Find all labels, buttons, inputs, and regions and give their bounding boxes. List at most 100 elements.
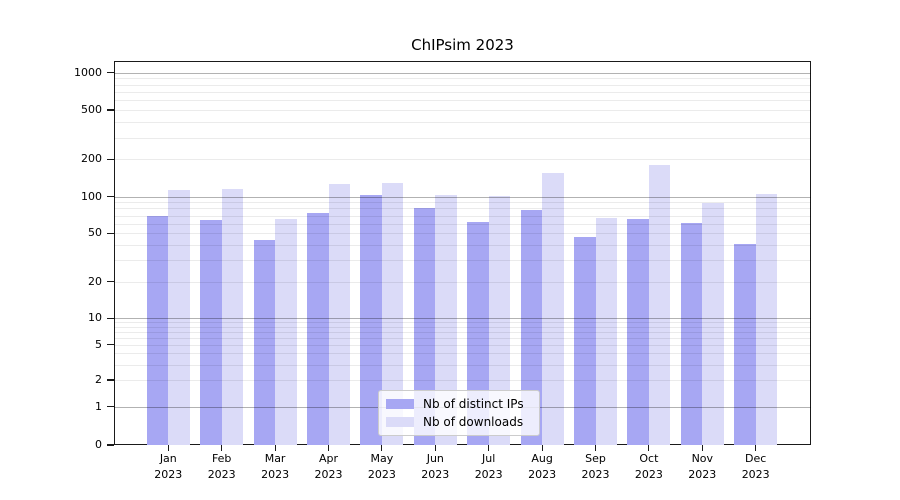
x-tick-label: Dec 2023 [741, 452, 770, 481]
x-tick [541, 445, 543, 451]
x-tick-label: Apr 2023 [314, 452, 343, 481]
bar-distinct-ips [200, 220, 222, 445]
y-gridline-minor [114, 331, 811, 333]
x-tick-label: Aug 2023 [528, 452, 557, 481]
y-tick [107, 281, 114, 283]
y-gridline-minor [114, 91, 811, 93]
y-gridline-minor [114, 208, 811, 210]
x-tick-label: Oct 2023 [634, 452, 663, 481]
x-tick-label: Mar 2023 [261, 452, 290, 481]
y-tick-label: 10 [88, 311, 102, 325]
y-tick-label: 100 [81, 189, 102, 203]
y-tick [107, 72, 114, 74]
y-tick [107, 379, 114, 381]
legend: Nb of distinct IPs Nb of downloads [378, 390, 540, 436]
y-gridline-minor [114, 380, 811, 382]
x-tick [755, 445, 757, 451]
x-tick-label: Jun 2023 [421, 452, 450, 481]
bar-distinct-ips [627, 218, 649, 445]
y-tick [107, 109, 114, 111]
bar-distinct-ips [680, 222, 703, 445]
y-gridline-minor [114, 122, 811, 124]
y-gridline-minor [114, 84, 811, 86]
y-gridline-minor [114, 337, 811, 339]
y-tick [107, 232, 114, 234]
x-tick-label: May 2023 [367, 452, 396, 481]
x-tick [648, 445, 650, 451]
y-gridline-major [114, 72, 811, 74]
y-tick-label: 1000 [74, 65, 102, 79]
x-tick-label: Sep 2023 [581, 452, 610, 481]
y-gridline-minor [114, 245, 811, 247]
y-gridline-minor [114, 364, 811, 366]
y-gridline-minor [114, 353, 811, 355]
y-gridline-minor [114, 281, 811, 283]
x-tick [274, 445, 276, 451]
y-gridline-major [114, 318, 811, 320]
x-tick [327, 445, 330, 451]
bar-distinct-ips [360, 194, 382, 445]
y-tick [107, 158, 114, 160]
bar-distinct-ips [307, 213, 329, 445]
y-tick [107, 317, 114, 319]
bar-downloads [168, 190, 190, 445]
legend-swatch-downloads [386, 417, 414, 427]
bar-downloads [221, 189, 244, 445]
y-gridline-minor [114, 137, 811, 139]
y-gridline-minor [114, 100, 811, 102]
x-tick [488, 445, 490, 451]
y-tick [107, 406, 114, 408]
chart-title: ChIPsim 2023 [411, 36, 514, 54]
x-tick-label: Jul 2023 [474, 452, 503, 481]
bar-downloads [381, 183, 404, 445]
bar-distinct-ips [253, 240, 276, 445]
bar-distinct-ips [734, 243, 756, 445]
y-tick-label: 2 [95, 373, 102, 387]
bar-distinct-ips [520, 209, 543, 445]
y-tick [107, 344, 114, 346]
y-gridline-minor [114, 159, 811, 161]
y-gridline-minor [114, 344, 811, 346]
bar-downloads [755, 193, 778, 445]
bar-downloads [275, 218, 297, 445]
y-gridline-minor [114, 223, 811, 225]
bar-downloads [542, 173, 564, 445]
y-tick-label: 20 [88, 274, 102, 288]
y-tick-label: 50 [88, 226, 102, 240]
y-tick-label: 500 [81, 103, 102, 117]
y-gridline-minor [114, 202, 811, 204]
x-tick [381, 445, 383, 451]
x-tick [221, 445, 223, 451]
y-gridline-minor [114, 110, 811, 112]
bar-distinct-ips [574, 236, 596, 445]
y-tick [107, 196, 114, 198]
y-tick-label: 200 [81, 152, 102, 166]
bar-downloads [328, 183, 350, 445]
bar-distinct-ips [413, 208, 436, 445]
y-tick-label: 0 [95, 438, 102, 451]
x-tick-label: Jan 2023 [154, 452, 183, 481]
y-gridline-minor [114, 326, 811, 328]
y-tick-label: 1 [95, 399, 102, 413]
bar-downloads [595, 217, 617, 445]
legend-item-downloads: Nb of downloads [386, 415, 531, 429]
y-gridline-minor [114, 233, 811, 235]
x-tick [434, 445, 436, 451]
x-tick [167, 445, 169, 451]
y-tick [107, 444, 114, 446]
bar-downloads [702, 203, 724, 445]
bar-distinct-ips [146, 215, 169, 445]
y-gridline-minor [114, 215, 811, 217]
bar-downloads [488, 196, 511, 445]
legend-label-downloads: Nb of downloads [423, 415, 524, 429]
bar-downloads [648, 165, 671, 445]
x-tick-label: Nov 2023 [688, 452, 717, 481]
legend-label-distinct-ips: Nb of distinct IPs [423, 397, 524, 411]
y-gridline-minor [114, 322, 811, 324]
y-gridline-minor [114, 78, 811, 80]
y-gridline-minor [114, 260, 811, 262]
x-tick [594, 445, 597, 451]
x-tick-label: Feb 2023 [207, 452, 236, 481]
y-tick-label: 5 [95, 337, 102, 351]
